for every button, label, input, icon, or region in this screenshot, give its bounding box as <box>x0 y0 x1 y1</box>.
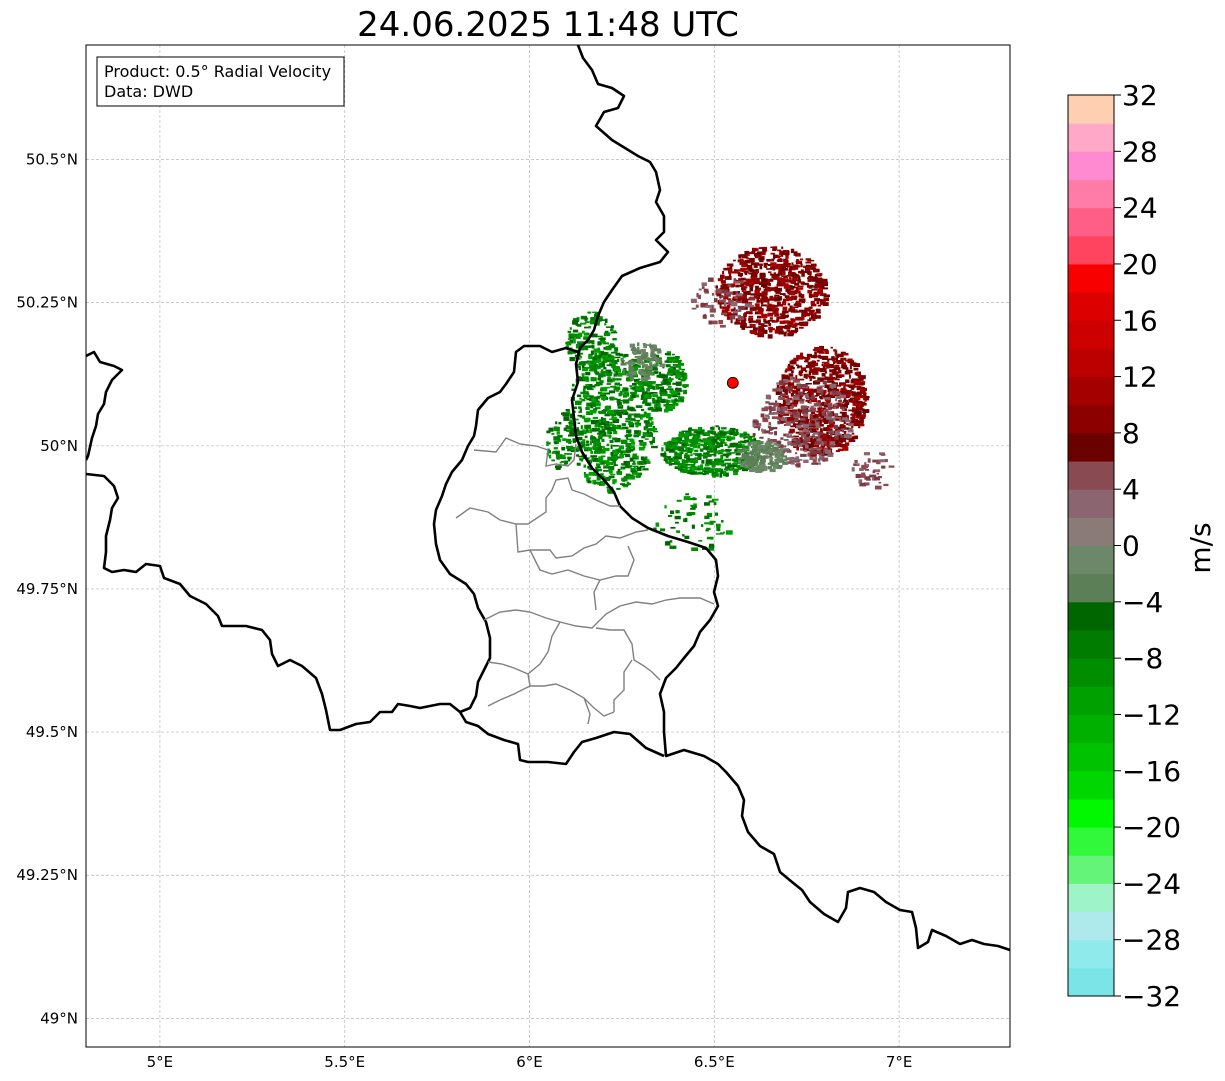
colorbar-segment <box>1068 770 1114 800</box>
border-line-luxembourg <box>432 344 579 714</box>
colorbar-segment <box>1068 151 1114 180</box>
info-source: Data: DWD <box>104 82 193 101</box>
colorbar-tick-label: −28 <box>1122 924 1181 957</box>
colorbar-segment <box>1068 404 1114 434</box>
colorbar-segment <box>1068 235 1114 265</box>
colorbar-segment <box>1068 742 1114 772</box>
latitude-tick-labels: 49°N 49.25°N 49.5°N 49.75°N 50°N 50.25°N 50.5°… <box>16 151 78 1028</box>
colorbar-segment <box>1068 658 1114 687</box>
colorbar <box>1068 95 1114 997</box>
colorbar-segment <box>1068 348 1114 378</box>
colorbar-segment <box>1068 629 1114 659</box>
map-gridlines <box>86 45 1010 1047</box>
colorbar-tick-label: 12 <box>1122 361 1158 394</box>
border-line-east <box>570 45 1010 952</box>
lat-tick-label: 50°N <box>40 437 78 455</box>
colorbar-segment <box>1068 432 1114 462</box>
colorbar-tick-label: −16 <box>1122 755 1181 788</box>
colorbar-tick-label: 8 <box>1122 417 1140 450</box>
lat-tick-label: 50.5°N <box>26 151 78 169</box>
colorbar-segment <box>1068 123 1114 152</box>
colorbar-segment <box>1068 517 1114 546</box>
colorbar-segment <box>1068 967 1114 997</box>
colorbar-tick-label: 28 <box>1122 135 1158 168</box>
lat-tick-label: 49.75°N <box>16 580 78 598</box>
lon-tick-label: 6.5°E <box>694 1053 735 1071</box>
lon-tick-label: 5°E <box>147 1053 174 1071</box>
lat-tick-label: 49.25°N <box>16 866 78 884</box>
map-frame <box>85 44 1011 1048</box>
colorbar-segment <box>1068 489 1114 518</box>
country-borders <box>86 45 1010 952</box>
colorbar-segment <box>1068 911 1114 941</box>
colorbar-segment <box>1068 939 1114 969</box>
info-box: Product: 0.5° Radial Velocity Data: DWD <box>96 56 345 107</box>
border-line-south <box>86 472 665 766</box>
colorbar-segment <box>1068 798 1114 828</box>
canton-borders <box>455 437 715 725</box>
colorbar-segment <box>1068 461 1114 490</box>
colorbar-segment <box>1068 545 1114 575</box>
colorbar-segment <box>1068 883 1114 913</box>
colorbar-tick-label: −4 <box>1122 586 1163 619</box>
colorbar-segment <box>1068 263 1114 293</box>
colorbar-ticks: 32 28 24 20 16 12 8 4 0 −4 −8 −12 −16 −20 −24 −28 −32 <box>1114 79 1181 1013</box>
map-title: 24.06.2025 11:48 UTC <box>357 5 739 45</box>
lon-tick-label: 6°E <box>516 1053 543 1071</box>
lon-tick-label: 5.5°E <box>324 1053 365 1071</box>
lat-tick-label: 49.5°N <box>26 723 78 741</box>
info-product: Product: 0.5° Radial Velocity <box>104 62 331 81</box>
colorbar-tick-label: 20 <box>1122 248 1158 281</box>
colorbar-segment <box>1068 601 1114 631</box>
colorbar-label: m/s <box>1184 522 1217 573</box>
colorbar-tick-label: 16 <box>1122 304 1158 337</box>
lat-tick-label: 50.25°N <box>16 294 78 312</box>
colorbar-tick-label: −24 <box>1122 867 1181 900</box>
colorbar-tick-label: 4 <box>1122 473 1140 506</box>
colorbar-tick-label: −12 <box>1122 698 1181 731</box>
colorbar-segment <box>1068 179 1114 209</box>
radar-site-marker <box>726 376 739 389</box>
map-area <box>86 45 1010 1047</box>
colorbar-segment <box>1068 855 1114 884</box>
lon-tick-label: 7°E <box>886 1053 913 1071</box>
lat-tick-label: 49°N <box>40 1009 78 1027</box>
colorbar-segment <box>1068 714 1114 744</box>
colorbar-segment <box>1068 320 1114 349</box>
colorbar-segment <box>1068 827 1114 856</box>
longitude-tick-labels: 5°E 5.5°E 6°E 6.5°E 7°E <box>147 1053 913 1071</box>
colorbar-tick-label: −8 <box>1122 642 1163 675</box>
colorbar-tick-label: −20 <box>1122 811 1181 844</box>
colorbar-segment <box>1068 376 1114 406</box>
colorbar-segment <box>1068 207 1114 237</box>
colorbar-segment <box>1068 292 1114 321</box>
border-line-west <box>86 350 124 461</box>
colorbar-segment <box>1068 573 1114 603</box>
colorbar-tick-label: 24 <box>1122 192 1158 225</box>
colorbar-segment <box>1068 686 1114 715</box>
colorbar-tick-label: 0 <box>1122 530 1140 563</box>
radar-velocity-echoes <box>546 246 895 552</box>
colorbar-segment <box>1068 95 1114 124</box>
colorbar-tick-label: −32 <box>1122 980 1181 1013</box>
colorbar-tick-label: 32 <box>1122 79 1158 112</box>
